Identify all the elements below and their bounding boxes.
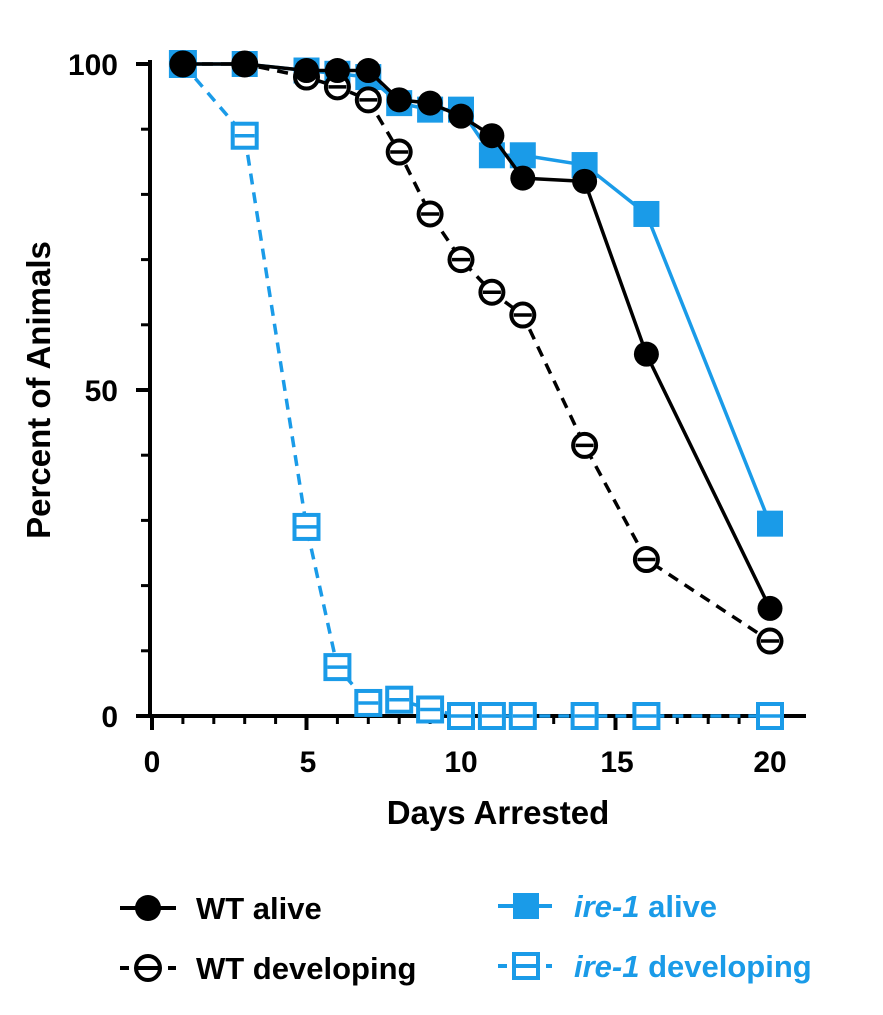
x-tick-label: 10	[444, 746, 477, 779]
data-point	[572, 168, 598, 194]
series-wt-developing	[169, 50, 784, 655]
legend-item-wt-developing: WT developing	[120, 951, 416, 986]
data-point	[633, 341, 659, 367]
legend: WT alive WT developing ire-1 alive ire-1…	[120, 889, 812, 986]
data-point	[479, 123, 505, 149]
legend-label: ire-1 developing	[574, 949, 812, 984]
x-tick-label: 0	[144, 746, 161, 779]
legend-label: WT developing	[196, 951, 416, 986]
x-tick-label: 15	[600, 746, 633, 779]
y-tick-label: 100	[68, 49, 118, 82]
series-wt-alive	[170, 51, 783, 621]
series-line-ire-1-developing	[181, 62, 770, 718]
legend-label-italic: ire-1	[574, 949, 639, 984]
y-tick-label: 0	[101, 701, 118, 734]
data-point	[170, 51, 196, 77]
data-point	[448, 103, 474, 129]
data-point	[633, 200, 660, 227]
data-point	[757, 595, 783, 621]
legend-marker-filled-square	[513, 893, 539, 919]
data-point	[417, 90, 443, 116]
legend-label-rest: developing	[639, 949, 811, 984]
series-layer	[168, 50, 784, 730]
legend-label: WT alive	[196, 891, 322, 926]
y-tick-label: 50	[85, 375, 118, 408]
data-point	[324, 58, 350, 84]
legend-label: ire-1 alive	[574, 889, 717, 924]
data-point	[386, 87, 412, 113]
series-line-wt-developing	[182, 62, 771, 643]
axis-ticks	[136, 62, 772, 730]
data-point	[355, 58, 381, 84]
series-ire-1-alive	[169, 51, 783, 537]
x-axis-title: Days Arrested	[387, 794, 610, 831]
legend-label-rest: alive	[639, 889, 717, 924]
x-tick-label: 20	[753, 746, 786, 779]
legend-item-ire1-alive: ire-1 alive	[498, 889, 717, 924]
legend-item-wt-alive: WT alive	[120, 891, 322, 926]
legend-label-italic: ire-1	[574, 889, 639, 924]
series-ire-1-developing	[168, 50, 784, 730]
data-point	[294, 58, 319, 84]
data-point	[757, 510, 783, 537]
x-tick-label: 5	[300, 746, 317, 779]
data-point	[232, 51, 258, 77]
legend-item-ire1-developing: ire-1 developing	[498, 949, 812, 984]
series-line-wt-alive	[182, 62, 772, 610]
legend-marker-filled-circle	[135, 895, 161, 921]
y-axis-title: Percent of Animals	[20, 241, 57, 539]
data-point	[510, 165, 536, 191]
